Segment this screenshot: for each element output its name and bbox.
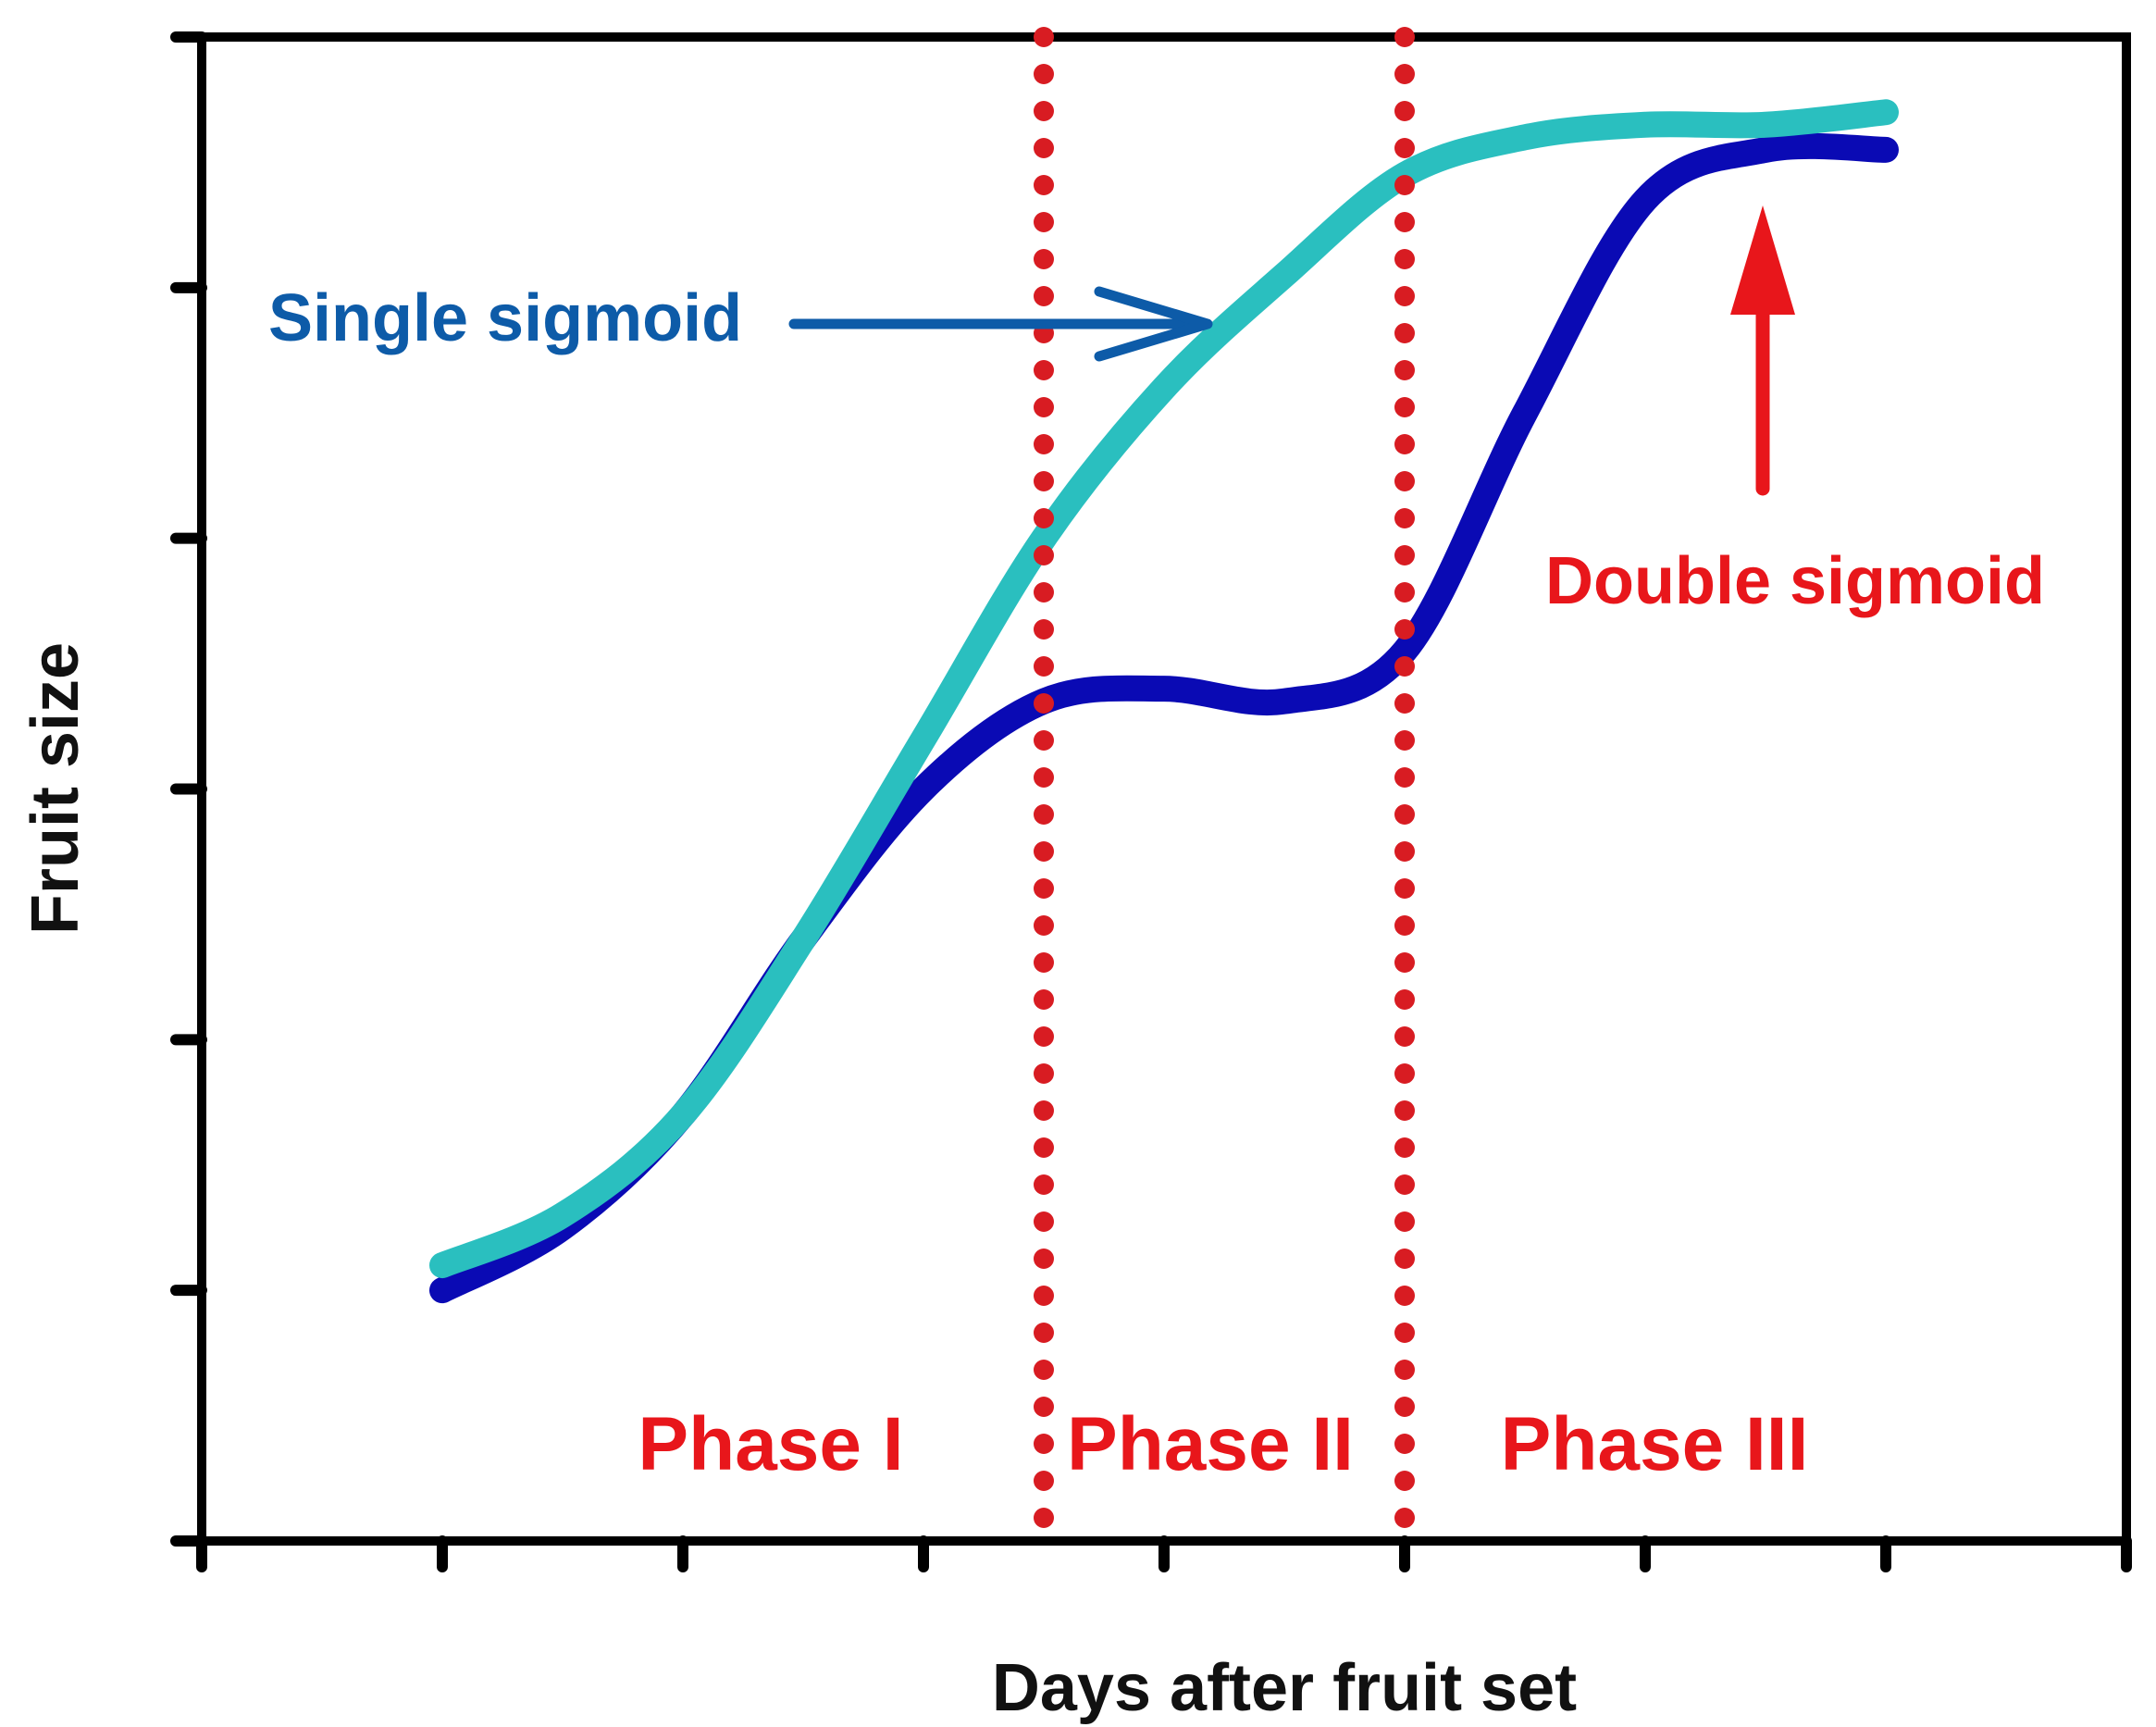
phase-label: Phase I [638,1402,903,1486]
double-sigmoid-annotation: Double sigmoid [1545,544,2045,618]
single-sigmoid-annotation: Single sigmoid [268,281,742,355]
double-sigmoid-arrowhead [1730,205,1795,315]
phase-label: Phase III [1501,1402,1809,1486]
y-axis-title: Fruit size [19,642,93,935]
plot-frame [197,32,2131,1546]
phase-label: Phase II [1067,1402,1354,1486]
x-axis-title: Days after fruit set [992,1651,1577,1725]
single-sigmoid-arrowhead [1094,286,1213,362]
series-line-single-sigmoid [429,99,1899,1279]
